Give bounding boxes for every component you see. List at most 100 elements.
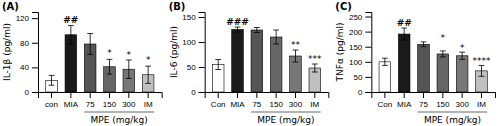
x-tick: IM (144, 92, 153, 109)
error-bar-cap (479, 76, 485, 77)
significance-label: ## (63, 15, 78, 25)
error-bar-stem (109, 59, 110, 74)
significance-label: * (146, 55, 151, 65)
error-bar-cap (49, 85, 55, 86)
x-tick: IM (477, 92, 486, 109)
y-tick-label: 80 (20, 39, 29, 48)
y-tick-mark (199, 92, 205, 93)
error-bar-stem (256, 28, 257, 33)
error-bar (87, 34, 93, 55)
error-bar-stem (442, 51, 443, 57)
x-tick: Con (211, 92, 226, 109)
y-axis-line (32, 13, 39, 93)
x-tick: 150 (269, 92, 283, 109)
significance-label: * (127, 50, 132, 60)
error-bar-cap (382, 58, 388, 59)
x-tick-label: 150 (103, 100, 117, 109)
x-tick-mark (90, 92, 91, 98)
error-bar (215, 60, 221, 70)
y-tick: 250 (349, 13, 371, 22)
error-bar-cap (215, 69, 221, 70)
error-bar-cap (254, 27, 260, 28)
y-tick-mark (365, 62, 371, 63)
error-bar-cap (254, 32, 260, 33)
error-bar-stem (148, 66, 149, 83)
x-tick: 300 (455, 92, 469, 109)
error-bar-cap (49, 75, 55, 76)
y-tick-label: 120 (16, 14, 30, 23)
x-axis-title: MPE (mg/kg) (257, 115, 314, 125)
error-bar-stem (276, 30, 277, 44)
x-tick-label: 300 (122, 100, 136, 109)
x-tick-mark (256, 92, 257, 98)
error-bar (479, 65, 485, 76)
error-bar (235, 27, 241, 32)
y-tick-mark (32, 43, 38, 44)
error-bar-stem (70, 26, 71, 44)
x-tick-label: 75 (419, 100, 428, 109)
x-axis: ConMIA75150300IM (205, 92, 329, 109)
y-tick: 50 (187, 63, 205, 72)
significance-label: * (441, 33, 446, 43)
x-tick: 300 (122, 92, 136, 109)
error-bar-cap (273, 44, 279, 45)
x-tick-mark (423, 92, 424, 98)
x-axis: Con MIA 75 150 300 IM (372, 92, 496, 109)
error-bar-stem (462, 52, 463, 59)
error-bar (273, 30, 279, 44)
y-axis: 050100150 (182, 13, 205, 98)
x-tick-label: MIA (230, 100, 245, 109)
error-bar-cap (107, 59, 113, 60)
x-tick-mark (51, 92, 52, 98)
group-bracket (84, 112, 154, 113)
y-tick: 200 (349, 28, 371, 37)
error-bar-cap (312, 72, 318, 73)
error-bar-stem (51, 75, 52, 85)
x-tick-label: 300 (455, 100, 469, 109)
y-tick-label: 0 (191, 88, 196, 97)
bar (270, 37, 282, 92)
x-tick-mark (404, 92, 405, 98)
error-bar-cap (440, 56, 446, 57)
error-bar-cap (107, 74, 113, 75)
error-bar (145, 66, 151, 83)
significance-label: ### (226, 17, 249, 27)
error-bar-stem (295, 50, 296, 62)
error-bar-cap (235, 27, 241, 28)
error-bar (254, 28, 260, 33)
x-tick: 75 (419, 92, 428, 109)
panel-label: (C) (335, 1, 351, 12)
y-tick: 100 (349, 58, 371, 67)
error-bar-cap (401, 40, 407, 41)
panel: 050100150ConMIA75150300IM###*****MPE (mg… (169, 1, 329, 125)
x-tick-label: IM (477, 100, 486, 109)
plot-area (46, 26, 154, 92)
y-tick-label: 150 (349, 43, 363, 52)
error-bar (459, 52, 465, 59)
x-tick-label: MIA (397, 100, 412, 109)
error-bar (401, 28, 407, 40)
bar (379, 62, 391, 92)
significance-label: * (107, 48, 112, 58)
error-bar-stem (384, 58, 385, 65)
error-bar (107, 59, 113, 74)
error-bar-cap (68, 25, 74, 26)
error-bar-cap (87, 54, 93, 55)
bar (437, 54, 449, 92)
x-tick-label: 75 (252, 100, 261, 109)
y-tick-mark (365, 32, 371, 33)
x-tick-label: 75 (86, 100, 95, 109)
error-bar-stem (90, 34, 91, 55)
error-bar-stem (128, 60, 129, 78)
error-bar (126, 60, 132, 78)
bar (418, 44, 430, 92)
x-tick: Con (378, 92, 393, 109)
y-axis-title: TNFα (pg/ml) (335, 23, 345, 83)
y-tick-mark (365, 17, 371, 18)
x-tick-label: IM (144, 100, 153, 109)
x-tick-mark (218, 92, 219, 98)
x-tick-label: 150 (436, 100, 450, 109)
y-tick: 100 (182, 38, 204, 47)
error-bar-cap (440, 50, 446, 51)
error-bar-cap (293, 62, 299, 63)
